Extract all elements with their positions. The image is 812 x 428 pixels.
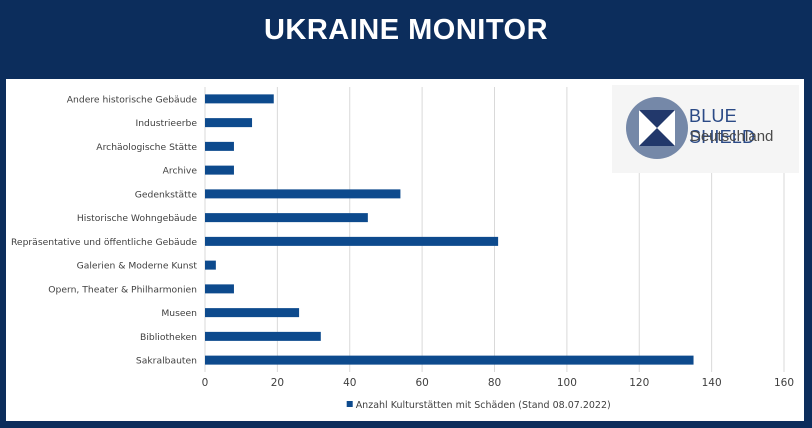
bar — [205, 308, 300, 318]
bar — [205, 260, 216, 270]
category-label: Industrieerbe — [136, 118, 198, 129]
x-tick-label: 80 — [488, 377, 501, 389]
bar — [205, 141, 234, 151]
category-label: Historische Wohngebäude — [77, 213, 197, 224]
bar — [205, 355, 694, 365]
logo-line1: BLUE SHIELD — [689, 106, 756, 147]
category-label: Bibliotheken — [140, 332, 197, 343]
x-tick-label: 120 — [629, 377, 649, 389]
category-label: Sakralbauten — [136, 356, 197, 367]
logo-line2: Deutschland — [690, 128, 774, 145]
category-label: Galerien & Moderne Kunst — [77, 261, 198, 272]
category-label: Opern, Theater & Philharmonien — [48, 284, 197, 295]
x-tick-label: 140 — [702, 377, 722, 389]
category-label: Museen — [161, 308, 197, 319]
bar — [205, 94, 274, 104]
blue-shield-logo: BLUE SHIELD Deutschland — [612, 85, 799, 173]
bar — [205, 236, 499, 246]
bar — [205, 189, 401, 199]
category-label: Archive — [163, 166, 198, 177]
x-tick-label: 160 — [774, 377, 794, 389]
category-label: Repräsentative und öffentliche Gebäude — [11, 237, 197, 248]
blue-shield-emblem-icon — [626, 97, 688, 159]
legend-swatch — [346, 401, 353, 407]
x-tick-label: 100 — [557, 377, 577, 389]
bar — [205, 331, 321, 341]
bar — [205, 118, 253, 128]
legend-label: Anzahl Kulturstätten mit Schäden (Stand … — [356, 400, 611, 411]
x-tick-label: 40 — [343, 377, 356, 389]
category-label: Gedenkstätte — [135, 189, 198, 200]
bar — [205, 213, 368, 223]
bar-chart: 0 20 40 60 80 100 120 140 160 Andere historische … — [11, 87, 794, 411]
bar — [205, 284, 234, 294]
page-title: UKRAINE MONITOR — [263, 14, 549, 46]
x-tick-label: 60 — [415, 377, 428, 389]
bar — [205, 165, 234, 175]
x-tick-label: 20 — [271, 377, 284, 389]
category-label: Archäologische Stätte — [96, 142, 197, 153]
x-tick-label: 0 — [202, 377, 209, 389]
category-label: Andere historische Gebäude — [67, 94, 198, 105]
